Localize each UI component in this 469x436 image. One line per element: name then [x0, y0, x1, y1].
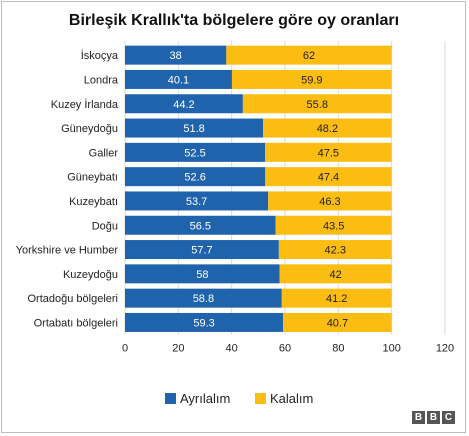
bar-remain-2	[242, 94, 392, 114]
data-label-remain-1: 59.9	[301, 74, 322, 86]
bar-remain-8	[278, 240, 392, 260]
category-label-3: Güneydoğu	[61, 123, 118, 135]
category-label-11: Ortabatı bölgeleri	[34, 317, 118, 329]
data-label-leave-0: 38	[170, 50, 182, 62]
x-tick-label-5: 100	[382, 343, 400, 355]
bar-leave-11	[125, 312, 284, 332]
category-label-2: Kuzey İrlanda	[51, 98, 119, 111]
bar-remain-9	[279, 264, 392, 284]
data-label-remain-0: 62	[303, 50, 315, 62]
x-tick-label-3: 60	[279, 343, 291, 355]
legend-label-remain: Kalalım	[270, 391, 313, 406]
category-label-1: Londra	[84, 74, 119, 86]
data-label-remain-5: 47.4	[318, 172, 339, 184]
bar-remain-1	[231, 69, 392, 89]
data-label-leave-7: 56.5	[190, 220, 211, 232]
data-label-remain-10: 41.2	[326, 293, 347, 305]
x-tick-label-6: 120	[436, 343, 454, 355]
bar-remain-6	[268, 191, 392, 211]
legend-swatch-leave	[165, 393, 176, 404]
category-label-4: Galler	[89, 147, 119, 159]
bar-leave-1	[125, 69, 232, 89]
data-label-leave-10: 58.8	[193, 293, 214, 305]
logo-letter-b1: B	[412, 411, 425, 424]
category-label-10: Ortadoğu bölgeleri	[27, 293, 118, 305]
bar-leave-6	[125, 191, 269, 211]
bar-leave-5	[125, 167, 266, 187]
bar-remain-3	[263, 118, 392, 138]
bar-remain-4	[265, 142, 392, 162]
data-label-remain-7: 43.5	[323, 220, 344, 232]
bar-leave-10	[125, 288, 282, 308]
data-label-leave-6: 53.7	[186, 196, 207, 208]
bar-leave-3	[125, 118, 264, 138]
data-label-remain-4: 47.5	[318, 147, 339, 159]
data-label-leave-1: 40.1	[168, 74, 189, 86]
x-tick-label-4: 80	[332, 343, 344, 355]
category-labels: İskoçya Londra Kuzey İrlanda Güneydoğu Galle…	[16, 49, 119, 329]
grid-lines	[124, 41, 446, 335]
data-label-remain-9: 42	[330, 269, 342, 281]
bar-remain-0	[226, 45, 392, 65]
data-label-leave-3: 51.8	[183, 123, 204, 135]
bar-remain-10	[281, 288, 392, 308]
bar-remain-7	[275, 215, 392, 235]
x-axis-ticks: 0 20 40 60 80 100 120	[122, 343, 454, 355]
data-label-leave-11: 59.3	[193, 317, 214, 329]
data-label-remain-8: 42.3	[325, 245, 346, 257]
bar-leave-0	[125, 45, 227, 65]
category-label-7: Doğu	[92, 220, 118, 232]
data-label-leave-8: 57.7	[191, 245, 212, 257]
x-tick-label-2: 40	[226, 343, 238, 355]
data-label-leave-9: 58	[196, 269, 208, 281]
bar-leave-4	[125, 142, 265, 162]
bar-leave-2	[125, 94, 243, 114]
bar-leave-9	[125, 264, 280, 284]
bbc-logo: B B C	[412, 411, 455, 424]
bar-leave-8	[125, 240, 279, 260]
chart-title: Birleşik Krallık'ta bölgelere göre oy or…	[69, 12, 399, 29]
category-label-0: İskoçya	[81, 49, 119, 62]
category-label-5: Güneybatı	[67, 172, 118, 184]
data-label-leave-5: 52.6	[184, 172, 205, 184]
category-label-9: Kuzeydoğu	[63, 269, 118, 281]
x-tick-label-0: 0	[122, 343, 128, 355]
logo-letter-c: C	[442, 411, 455, 424]
legend: Ayrılalım Kalalım	[165, 391, 313, 406]
data-label-remain-11: 40.7	[327, 317, 348, 329]
category-label-6: Kuzeybatı	[69, 196, 118, 208]
bar-leave-7	[125, 215, 276, 235]
data-label-remain-2: 55.8	[307, 99, 328, 111]
data-label-remain-6: 46.3	[319, 196, 340, 208]
data-label-remain-3: 48.2	[317, 123, 338, 135]
bars-group: 38 62 40.1 59.9 44.2 55.8 51.8 48.2 52.5 47.5 52.6…	[125, 45, 392, 332]
data-label-leave-2: 44.2	[173, 99, 194, 111]
x-tick-label-1: 20	[172, 343, 184, 355]
data-label-leave-4: 52.5	[184, 147, 205, 159]
legend-swatch-remain	[255, 393, 266, 404]
bar-remain-5	[265, 167, 392, 187]
bar-remain-11	[283, 312, 392, 332]
category-label-8: Yorkshire ve Humber	[16, 245, 119, 257]
legend-label-leave: Ayrılalım	[180, 391, 230, 406]
logo-letter-b2: B	[427, 411, 440, 424]
